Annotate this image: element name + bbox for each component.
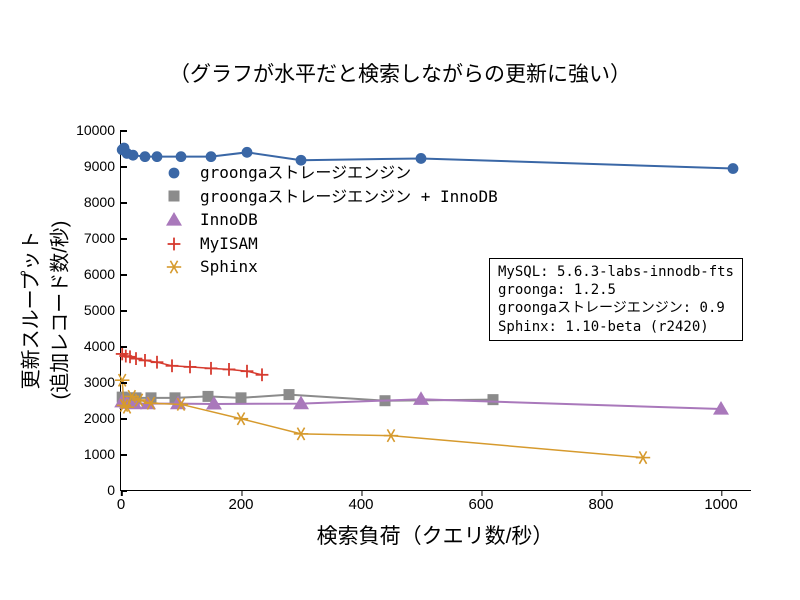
series-marker-myisam xyxy=(130,352,143,365)
legend: groongaストレージエンジンgroongaストレージエンジン + InnoD… xyxy=(156,162,498,280)
series-marker-groonga_innodb xyxy=(488,394,499,405)
x-tick: 0 xyxy=(117,490,125,513)
series-marker-myisam xyxy=(166,359,179,372)
legend-swatch-groonga_innodb xyxy=(156,187,192,205)
legend-swatch-innodb xyxy=(156,211,192,229)
legend-item-groonga_innodb: groongaストレージエンジン + InnoDB xyxy=(156,186,498,208)
y-tick: 1000 xyxy=(84,446,121,462)
y-axis-label-line2: (追加レコード数/秒) xyxy=(49,221,71,400)
series-marker-sphinx xyxy=(234,412,248,424)
x-tick: 400 xyxy=(348,490,373,513)
series-marker-myisam xyxy=(241,365,254,378)
y-tick: 5000 xyxy=(84,302,121,318)
x-tick: 600 xyxy=(468,490,493,513)
series-marker-myisam xyxy=(205,362,218,375)
y-axis-label-line1: 更新スループット xyxy=(20,231,42,390)
y-tick: 4000 xyxy=(84,338,121,354)
legend-item-myisam: MyISAM xyxy=(156,233,498,255)
series-marker-groonga xyxy=(206,151,217,162)
y-axis-label: 更新スループット (追加レコード数/秒) xyxy=(14,221,72,400)
series-marker-groonga_innodb xyxy=(284,389,295,400)
series-marker-myisam xyxy=(256,368,269,381)
series-marker-groonga_innodb xyxy=(236,392,247,403)
legend-label: InnoDB xyxy=(200,209,258,231)
plot-area: groongaストレージエンジンgroongaストレージエンジン + InnoD… xyxy=(120,130,751,491)
series-marker-groonga xyxy=(176,151,187,162)
x-tick: 1000 xyxy=(704,490,737,513)
legend-item-groonga: groongaストレージエンジン xyxy=(156,162,498,184)
series-marker-myisam xyxy=(223,363,236,376)
legend-item-sphinx: Sphinx xyxy=(156,256,498,278)
legend-swatch-sphinx xyxy=(156,258,192,276)
y-axis-label-group: 更新スループット (追加レコード数/秒) xyxy=(18,130,68,490)
series-marker-groonga xyxy=(140,151,151,162)
legend-swatch-groonga xyxy=(156,164,192,182)
series-line-sphinx xyxy=(122,380,643,457)
series-marker-myisam xyxy=(139,354,152,367)
series-marker-innodb xyxy=(713,401,729,415)
y-tick: 9000 xyxy=(84,158,121,174)
series-marker-groonga xyxy=(242,147,253,158)
series-marker-innodb xyxy=(413,391,429,405)
x-tick: 800 xyxy=(588,490,613,513)
y-tick: 6000 xyxy=(84,266,121,282)
legend-label: groongaストレージエンジン xyxy=(200,162,411,184)
x-axis-label: 検索負荷（クエリ数/秒） xyxy=(120,520,750,550)
info-box-line: Sphinx: 1.10-beta (r2420) xyxy=(498,318,734,336)
y-tick: 8000 xyxy=(84,194,121,210)
series-marker-myisam xyxy=(184,360,197,373)
legend-label: MyISAM xyxy=(200,233,258,255)
legend-label: groongaストレージエンジン + InnoDB xyxy=(200,186,498,208)
series-marker-sphinx xyxy=(636,451,650,463)
y-tick: 3000 xyxy=(84,374,121,390)
legend-item-innodb: InnoDB xyxy=(156,209,498,231)
series-marker-groonga xyxy=(728,163,739,174)
info-box-line: MySQL: 5.6.3-labs-innodb-fts xyxy=(498,263,734,281)
series-marker-sphinx xyxy=(384,429,398,441)
series-marker-sphinx xyxy=(294,428,308,440)
series-marker-groonga xyxy=(128,150,139,161)
info-box: MySQL: 5.6.3-labs-innodb-ftsgroonga: 1.2… xyxy=(489,258,743,341)
chart-subtitle: （グラフが水平だと検索しながらの更新に強い） xyxy=(0,58,800,88)
y-tick: 2000 xyxy=(84,410,121,426)
series-marker-groonga xyxy=(152,151,163,162)
series-marker-myisam xyxy=(151,356,164,369)
y-tick: 10000 xyxy=(76,122,121,138)
legend-label: Sphinx xyxy=(200,256,258,278)
chart-container: （グラフが水平だと検索しながらの更新に強い） 更新スループット (追加レコード数… xyxy=(0,0,800,600)
info-box-line: groongaストレージエンジン: 0.9 xyxy=(498,299,734,317)
info-box-line: groonga: 1.2.5 xyxy=(498,281,734,299)
x-tick: 200 xyxy=(228,490,253,513)
y-tick: 7000 xyxy=(84,230,121,246)
legend-swatch-myisam xyxy=(156,235,192,253)
